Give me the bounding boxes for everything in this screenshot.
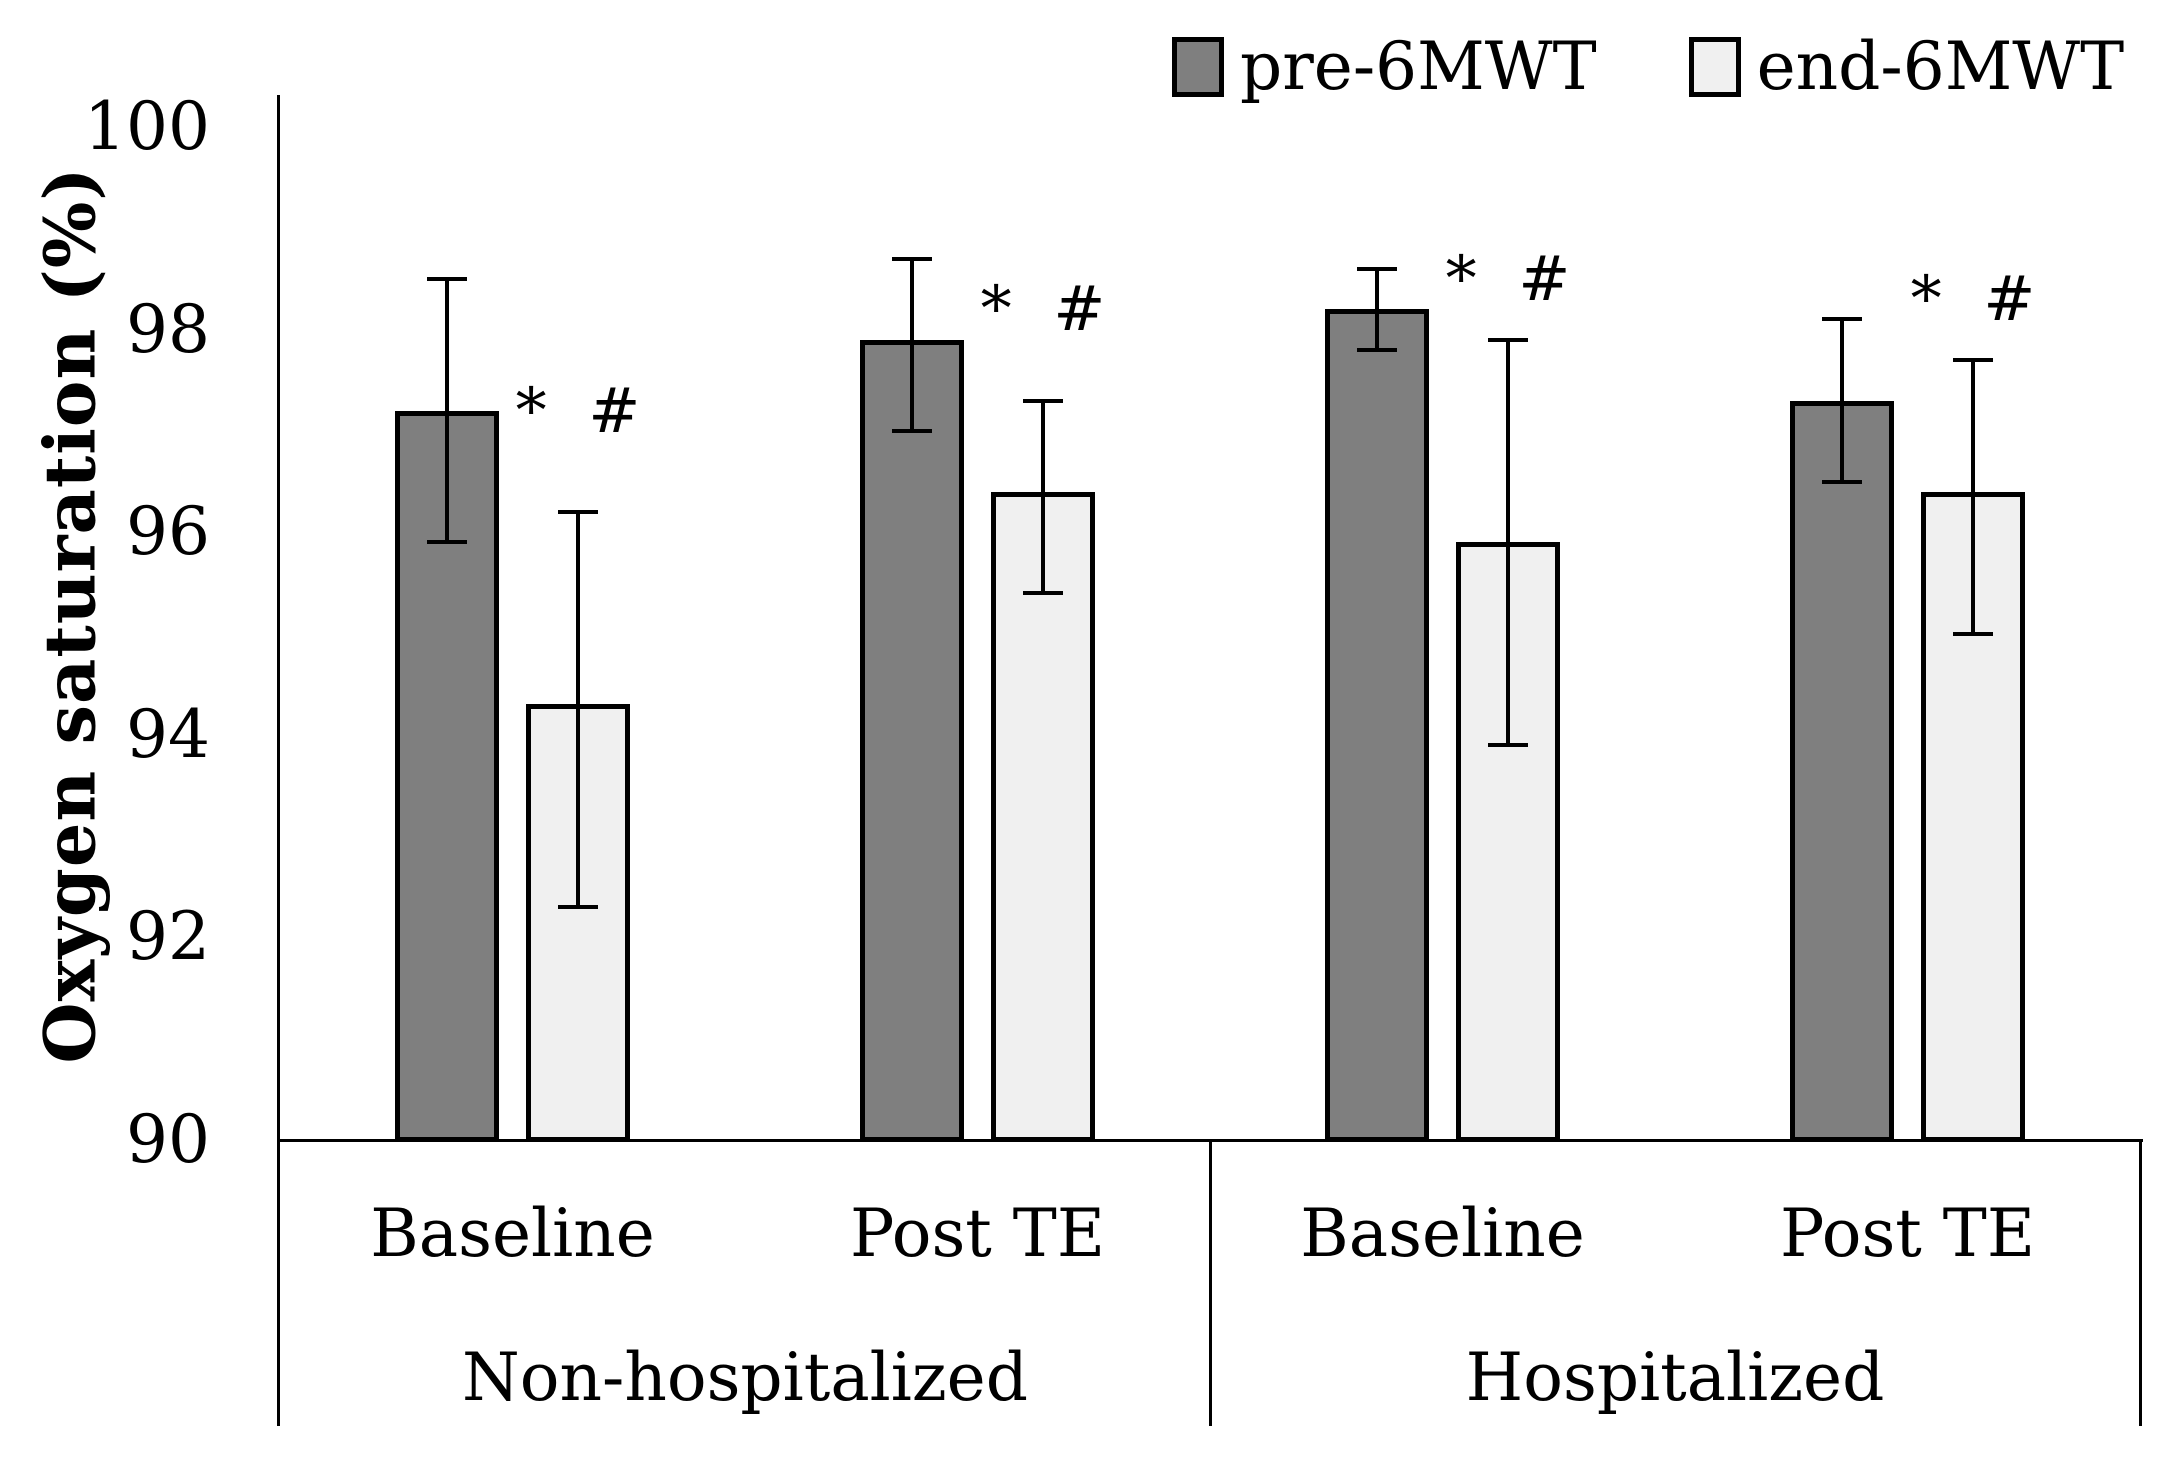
category-label: Baseline [370, 1195, 655, 1272]
error-bar-cap-top [558, 509, 598, 514]
error-bar-stem [576, 511, 580, 907]
bar-pre-6MWT [1790, 400, 1894, 1142]
error-bar-stem [1375, 268, 1379, 350]
error-bar-cap-top [1023, 398, 1063, 403]
legend-item-pre-6mwt: pre-6MWT [1172, 34, 1597, 100]
group-label: Non-hospitalized [462, 1339, 1028, 1416]
error-bar-cap-top [892, 256, 932, 261]
bar-pre-6MWT [395, 410, 499, 1142]
error-bar-cap-top [1953, 357, 1993, 362]
legend-item-end-6mwt: end-6MWT [1688, 28, 2125, 105]
significance-annotation: * # [515, 373, 641, 447]
error-bar-cap-bottom [892, 428, 932, 433]
error-bar-stem [1971, 359, 1975, 634]
bar-pre-6MWT [860, 339, 964, 1142]
error-bar-cap-top [427, 276, 467, 281]
y-axis-tick-label: 94 [126, 695, 210, 773]
error-bar-stem [1506, 339, 1510, 745]
legend-label-pre-6mwt: pre-6MWT [1240, 28, 1597, 105]
significance-annotation: * # [1445, 241, 1571, 315]
legend-swatch-pre-6mwt [1172, 37, 1224, 97]
y-axis-tick-label: 96 [126, 493, 210, 571]
group-divider-line [1209, 1140, 1212, 1426]
legend-swatch-end-6mwt [1688, 37, 1741, 97]
y-axis-tick-label: 100 [84, 88, 210, 165]
legend: pre-6MWT end-6MWT [1172, 34, 2124, 100]
legend-label-end-6mwt: end-6MWT [1756, 28, 2125, 105]
bar-end-6MWT [991, 491, 1095, 1142]
error-bar-cap-bottom [1357, 347, 1397, 352]
category-label: Baseline [1300, 1195, 1585, 1272]
error-bar-cap-bottom [1822, 479, 1862, 484]
category-label: Post TE [849, 1195, 1106, 1272]
error-bar-stem [910, 258, 914, 431]
group-label: Hospitalized [1465, 1339, 1885, 1416]
significance-annotation: * # [1910, 262, 2036, 336]
y-axis-line [277, 95, 280, 1426]
error-bar-stem [1840, 319, 1844, 482]
y-axis-tick-label: 98 [126, 290, 210, 368]
bar-pre-6MWT [1325, 309, 1429, 1142]
error-bar-cap-bottom [558, 905, 598, 909]
error-bar-stem [445, 278, 449, 543]
y-axis-tick-label: 92 [126, 898, 210, 976]
y-axis-tick-label: 90 [126, 1101, 210, 1178]
category-label: Post TE [1779, 1195, 2036, 1272]
error-bar-cap-bottom [1953, 631, 1993, 636]
error-bar-cap-top [1357, 266, 1397, 271]
error-bar-cap-bottom [427, 540, 467, 545]
error-bar-cap-top [1822, 317, 1862, 322]
error-bar-cap-bottom [1023, 590, 1063, 595]
error-bar-cap-bottom [1488, 742, 1528, 747]
axis-right-line [2139, 1140, 2142, 1426]
significance-annotation: * # [980, 272, 1106, 346]
error-bar-cap-top [1488, 337, 1528, 342]
error-bar-stem [1041, 400, 1045, 593]
